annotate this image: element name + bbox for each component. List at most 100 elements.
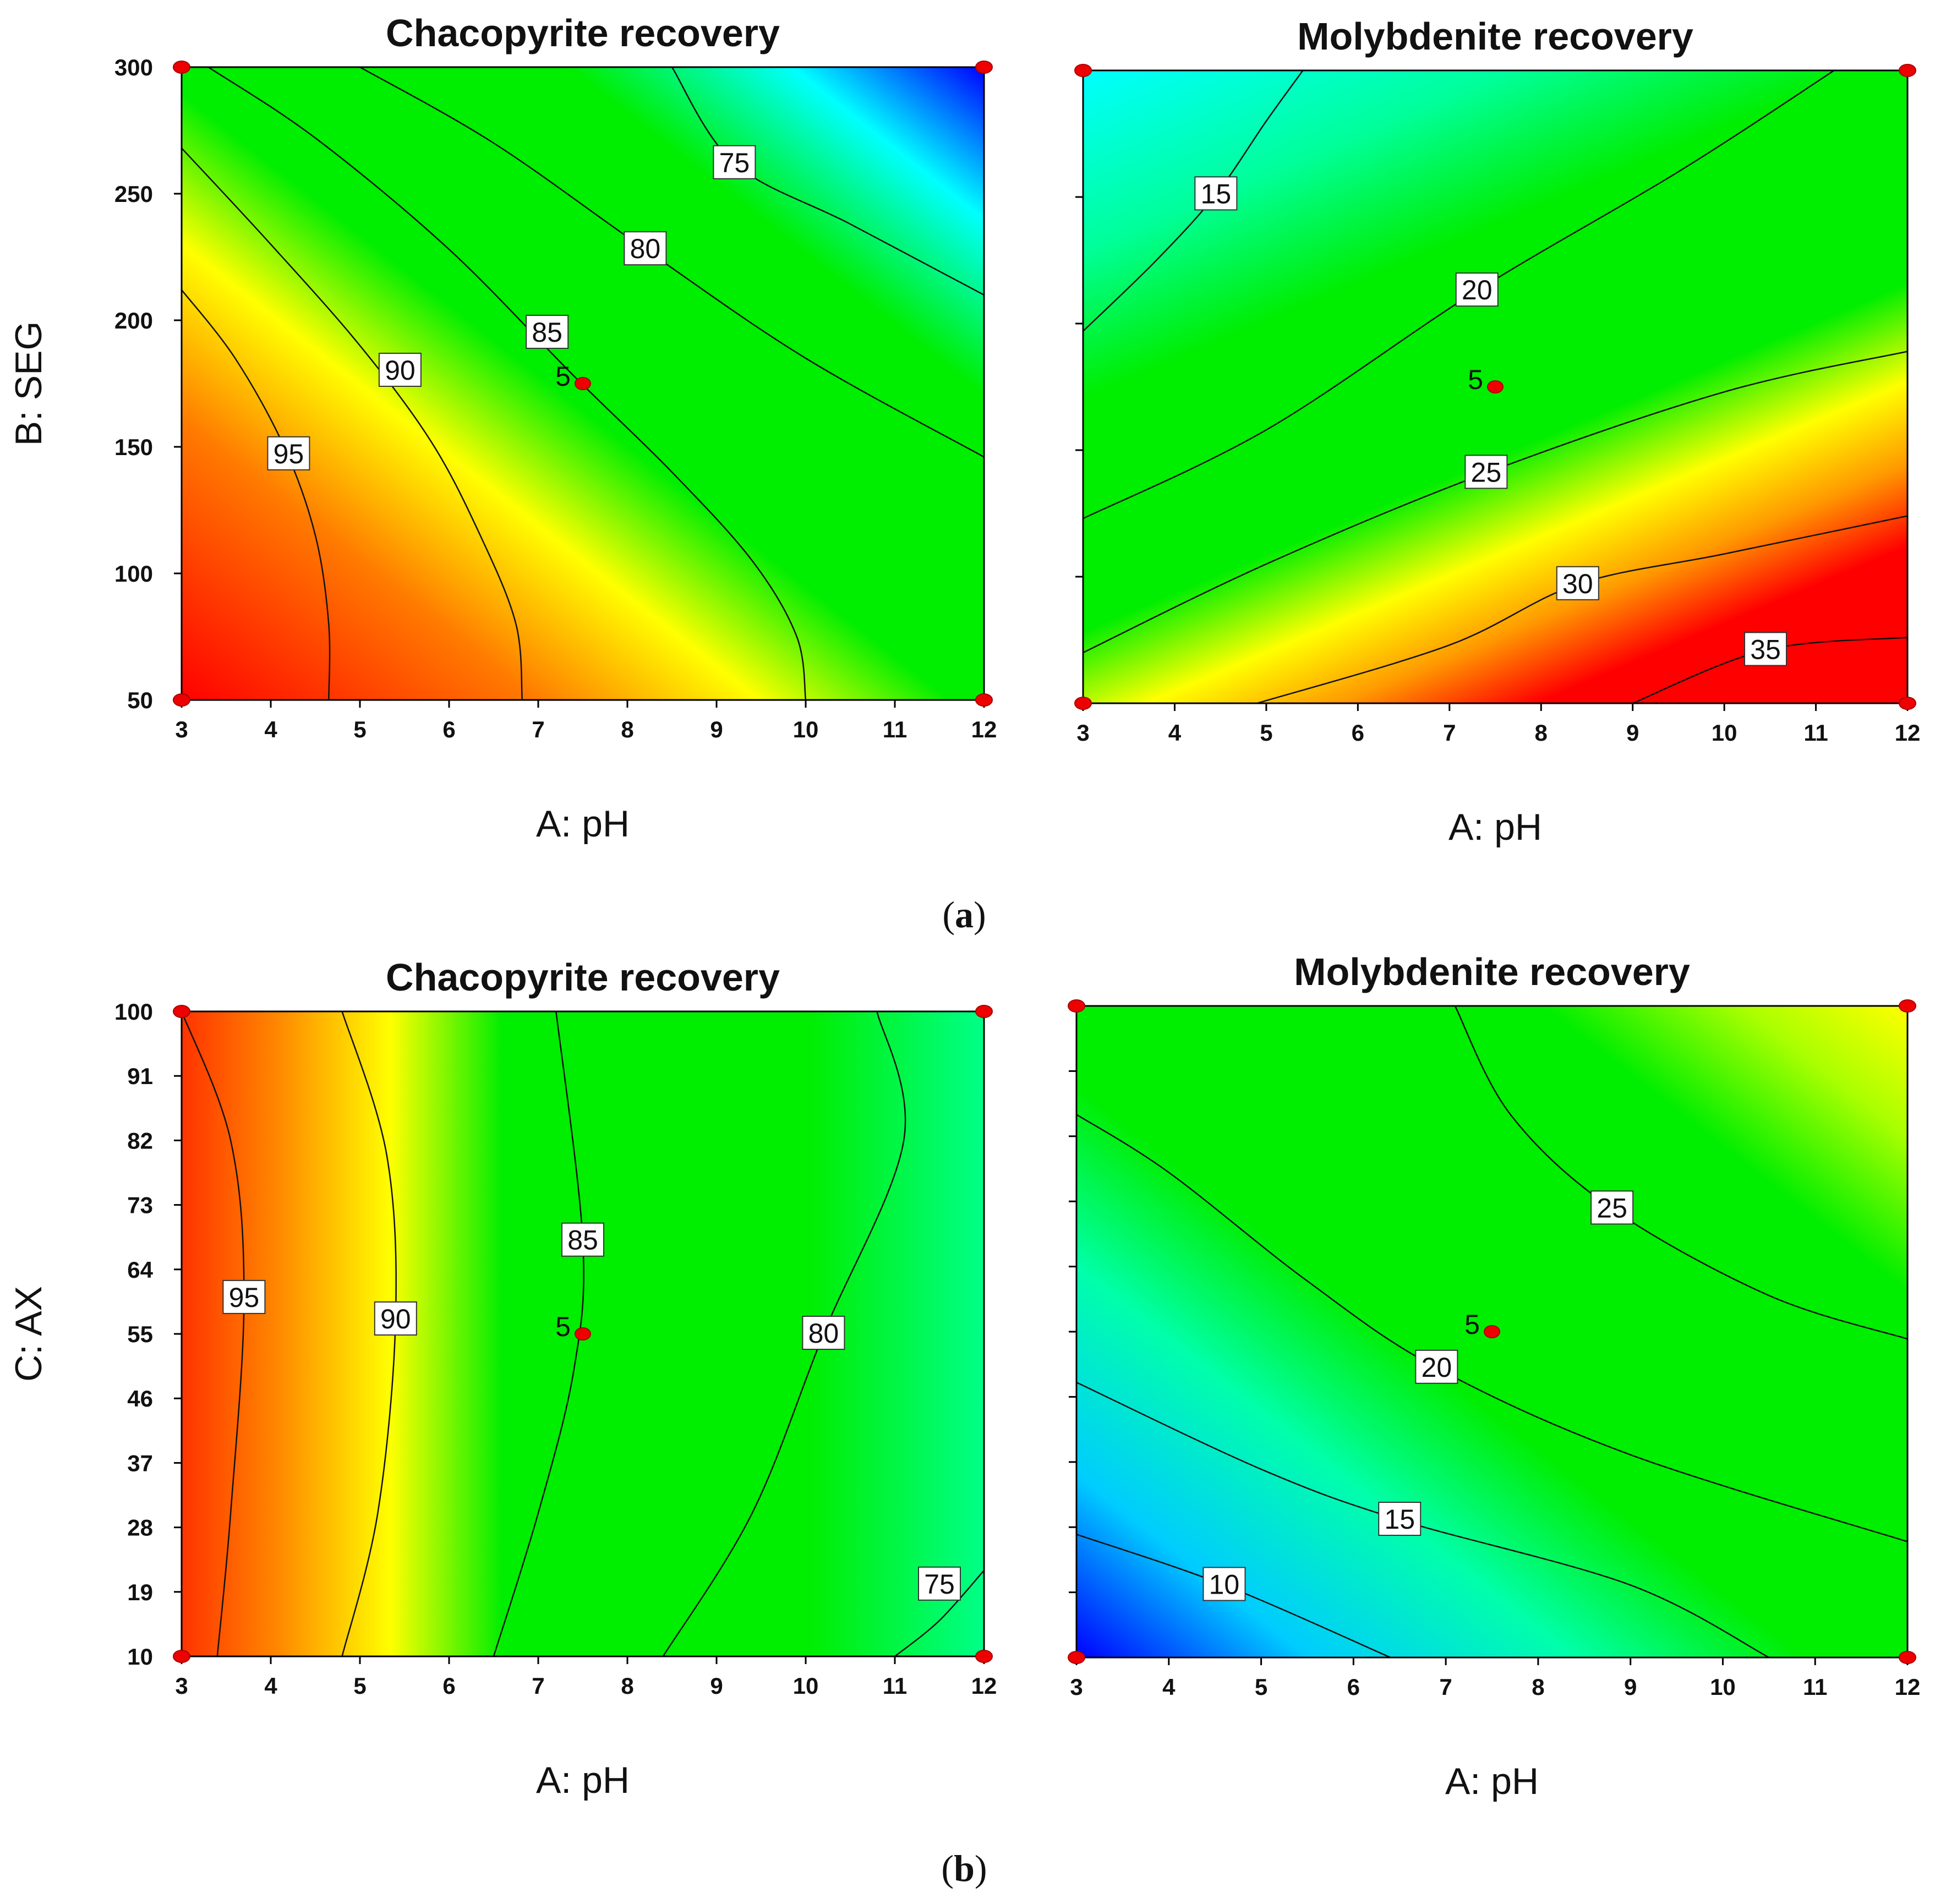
panel-title: Chacopyrite recovery	[386, 956, 780, 999]
contour-label-box	[1556, 566, 1599, 600]
y-tick-label: 55	[127, 1321, 153, 1347]
y-tick-label: 37	[127, 1450, 153, 1476]
design-point	[1899, 64, 1916, 77]
y-tick-label: 19	[127, 1579, 153, 1605]
center-point	[575, 377, 591, 390]
contour-labels: 15 20 25 30 35	[1194, 176, 1788, 666]
chalcopyrite-seg-panel: Chacopyrite recovery 3 4 5 6 7 8 9 10 11 12 50 100…	[8, 12, 997, 845]
design-point	[1899, 697, 1916, 710]
design-point	[975, 1650, 993, 1663]
y-axis-label: B: SEG	[8, 321, 50, 446]
x-tick-label: 6	[442, 1673, 455, 1699]
design-point	[173, 1650, 190, 1663]
contour-label-box	[374, 1301, 417, 1336]
x-tick-label: 8	[1532, 1674, 1544, 1700]
contour-label-box	[624, 231, 667, 266]
x-tick-label: 10	[793, 716, 819, 742]
x-tick-label: 3	[175, 1673, 188, 1699]
plot-frame	[181, 66, 985, 701]
x-axis-label: A: pH	[1448, 806, 1542, 848]
x-tick-label: 5	[353, 1673, 366, 1699]
contour-line-95	[181, 289, 331, 701]
panel-title: Molybdenite recovery	[1297, 15, 1693, 58]
contour-label-box	[1415, 1349, 1458, 1384]
contour-label: 15	[1201, 178, 1232, 209]
y-axis-ticks: 10 19 28 37 46 55 64 73 82 91 100	[114, 999, 182, 1670]
contour-label-box	[526, 315, 569, 349]
x-axis-ticks: 3 4 5 6 7 8 9 10 11 12	[175, 700, 997, 742]
x-tick-label: 3	[1070, 1674, 1083, 1700]
contour-label-box	[802, 1316, 845, 1350]
contour-line-75	[671, 67, 985, 296]
contour-label: 90	[380, 1304, 411, 1334]
contour-label: 80	[808, 1318, 839, 1349]
x-tick-label: 7	[532, 1673, 544, 1699]
contour-label-box	[1744, 632, 1788, 666]
y-tick-label: 250	[114, 181, 153, 207]
contour-label-box	[1590, 1190, 1634, 1225]
y-tick-label: 28	[127, 1515, 153, 1541]
contour-label: 95	[274, 439, 304, 469]
x-tick-label: 10	[1710, 1674, 1736, 1700]
contour-label: 75	[924, 1569, 955, 1600]
x-tick-label: 10	[1712, 720, 1737, 746]
center-point-count: 5	[1464, 1309, 1480, 1340]
design-points: 5	[173, 61, 993, 707]
x-tick-label: 9	[1626, 720, 1639, 746]
contour-label-box	[378, 353, 422, 387]
y-tick-label: 100	[114, 999, 153, 1025]
y-axis-ticks: 50 100 150 200 250 300	[114, 54, 182, 713]
x-tick-label: 6	[442, 716, 455, 742]
x-tick-label: 3	[1076, 720, 1089, 746]
contour-line-90	[181, 147, 523, 701]
x-tick-label: 12	[1895, 1674, 1921, 1700]
x-tick-label: 4	[264, 716, 277, 742]
design-point	[173, 61, 190, 74]
contour-line-20	[1076, 1114, 1908, 1542]
x-tick-label: 5	[1255, 1674, 1267, 1700]
design-point	[1068, 1651, 1085, 1664]
contour-label: 10	[1209, 1569, 1240, 1600]
contour-labels: 25 20 15 10	[1202, 1190, 1634, 1601]
contour-label: 25	[1597, 1192, 1627, 1223]
y-tick-label: 50	[127, 687, 153, 713]
x-tick-label: 3	[175, 716, 188, 742]
x-tick-label: 5	[1260, 720, 1272, 746]
y-tick-label: 300	[114, 54, 153, 80]
y-tick-label: 150	[114, 434, 153, 460]
x-axis-label: A: pH	[536, 803, 630, 845]
x-tick-label: 4	[1162, 1674, 1176, 1700]
design-point	[1074, 697, 1092, 710]
contour-line-85	[493, 1011, 584, 1657]
y-tick-label: 64	[127, 1257, 153, 1283]
contour-labels: 95 90 85 80 75	[267, 145, 756, 470]
x-tick-label: 7	[532, 716, 544, 742]
design-point	[975, 1005, 993, 1018]
contour-label: 15	[1384, 1504, 1415, 1535]
design-points: 5	[1068, 999, 1916, 1664]
x-tick-label: 6	[1352, 720, 1364, 746]
contour-label-box	[918, 1566, 961, 1601]
x-tick-label: 9	[710, 716, 723, 742]
contour-label-box	[1378, 1502, 1422, 1536]
contour-label-box	[561, 1222, 604, 1257]
design-point	[975, 61, 993, 74]
x-tick-label: 12	[971, 1673, 997, 1699]
contour-label: 25	[1471, 457, 1502, 488]
contour-label-box	[267, 436, 310, 470]
y-tick-label: 82	[127, 1128, 153, 1153]
molybdenite-ax-panel: Molybdenite recovery 3 4 5 6 7 8 9 10 11 12 25 20 1…	[1068, 950, 1920, 1802]
contour-label: 85	[532, 317, 562, 348]
contour-label-box	[1455, 272, 1499, 307]
design-point	[173, 1005, 190, 1018]
x-tick-label: 9	[710, 1673, 723, 1699]
y-axis-ticks	[1075, 69, 1083, 704]
contour-labels: 95 90 85 80 75	[222, 1222, 961, 1601]
panel-title: Chacopyrite recovery	[386, 12, 780, 54]
x-tick-label: 10	[793, 1673, 819, 1699]
subfigure-label-b: (b)	[941, 1847, 987, 1889]
contour-label-box	[1464, 455, 1508, 489]
center-point	[1484, 1325, 1500, 1338]
y-tick-label: 46	[127, 1386, 153, 1411]
